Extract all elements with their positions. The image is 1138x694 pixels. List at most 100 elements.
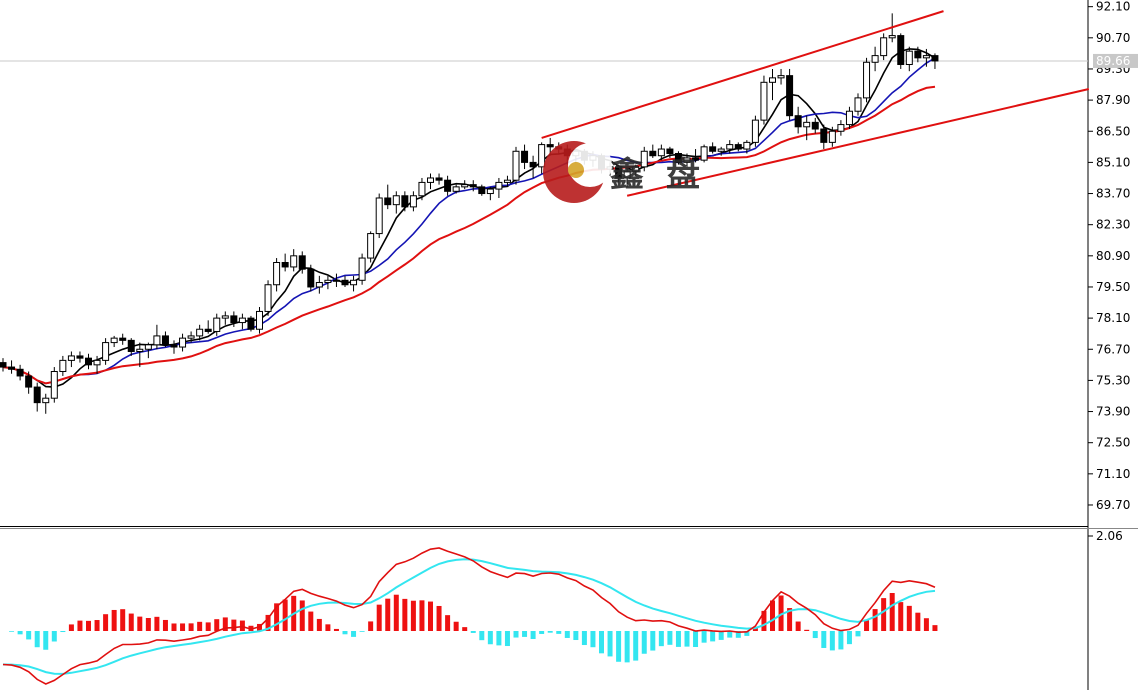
candle (657, 144, 665, 161)
candle-body (324, 279, 332, 284)
candle-body (871, 55, 879, 63)
candle (290, 249, 298, 272)
candle (161, 331, 169, 348)
candle-body (820, 128, 828, 143)
candle (401, 191, 409, 212)
candle (264, 280, 272, 316)
candle (478, 184, 486, 196)
candle-body (16, 368, 24, 377)
candle (187, 331, 195, 343)
candle-body (657, 148, 665, 157)
candle (692, 149, 700, 163)
candle-body (350, 279, 358, 286)
candle-body (144, 344, 152, 350)
candle-body (529, 161, 537, 168)
candle (16, 364, 24, 381)
candle (324, 275, 332, 290)
candle-body (495, 181, 503, 190)
candle-body (683, 157, 691, 163)
candle-body (435, 177, 443, 181)
candle (615, 164, 623, 183)
candle (666, 146, 674, 158)
candle (153, 324, 161, 350)
candle-body (444, 179, 452, 192)
candle (777, 68, 785, 85)
candle (854, 93, 862, 116)
candle (196, 324, 204, 341)
candle (350, 275, 358, 292)
candle-body (0, 362, 7, 368)
watermark-char-2: 盘 (666, 155, 700, 195)
candle-body (367, 233, 375, 259)
ma-line (2, 57, 936, 385)
price-tick-label: 82.30 (1096, 218, 1130, 232)
price-tick-label: 87.90 (1096, 93, 1130, 107)
candle (42, 393, 50, 414)
candle-body (256, 310, 263, 330)
macd-tick-label: 2.06 (1096, 529, 1123, 543)
candle-body (931, 55, 939, 62)
candle-body (213, 317, 221, 332)
candle (871, 46, 879, 72)
candle-body (187, 335, 195, 339)
candle-body (769, 77, 776, 83)
candle (683, 153, 691, 167)
price-tick-label: 73.90 (1096, 405, 1130, 419)
candle (170, 340, 178, 354)
price-tick-label: 69.70 (1096, 498, 1130, 512)
candle-body (50, 371, 58, 399)
candle (409, 191, 417, 212)
price-tick-label: 72.50 (1096, 436, 1130, 450)
candle-body (85, 357, 92, 366)
candle (495, 177, 503, 198)
candle-body (409, 195, 417, 208)
candle-body (315, 282, 323, 288)
candle (632, 164, 640, 176)
candle-body (375, 197, 383, 235)
trendline (626, 88, 1090, 197)
candle-body (640, 150, 648, 168)
trendline (541, 10, 944, 139)
candle (76, 351, 84, 363)
last-price-badge (1093, 53, 1138, 68)
candle (93, 355, 101, 374)
candle (717, 146, 725, 156)
candle-body (8, 366, 16, 370)
candle (914, 46, 922, 63)
candle-body (803, 121, 811, 128)
candle (922, 48, 930, 67)
price-tick-label: 71.10 (1096, 467, 1130, 481)
candle (444, 175, 452, 196)
candle-body (238, 317, 246, 324)
candle-body (341, 279, 349, 286)
candle (905, 46, 913, 72)
candle (25, 371, 33, 394)
candle-body (828, 130, 836, 143)
candle-body (358, 257, 366, 281)
price-tick-label: 83.70 (1096, 187, 1130, 201)
candle-body (478, 186, 486, 195)
candle-body (888, 35, 896, 39)
candle (427, 173, 434, 190)
candle (102, 338, 110, 365)
candle-body (93, 359, 101, 366)
candle (880, 33, 888, 61)
last-price-label: 89.66 (1096, 54, 1130, 68)
candle-body (384, 197, 392, 206)
candle-body (863, 61, 871, 99)
candle-body (42, 397, 50, 404)
candle (213, 313, 221, 336)
candle (503, 175, 511, 187)
candle (307, 264, 315, 292)
candle-body (546, 144, 554, 148)
candle-body (161, 335, 169, 346)
price-tick-label: 78.10 (1096, 311, 1130, 325)
candle (418, 177, 426, 201)
candle (367, 231, 375, 263)
candle-body (67, 355, 75, 361)
candle-body (179, 337, 187, 348)
candle-body (632, 166, 640, 172)
